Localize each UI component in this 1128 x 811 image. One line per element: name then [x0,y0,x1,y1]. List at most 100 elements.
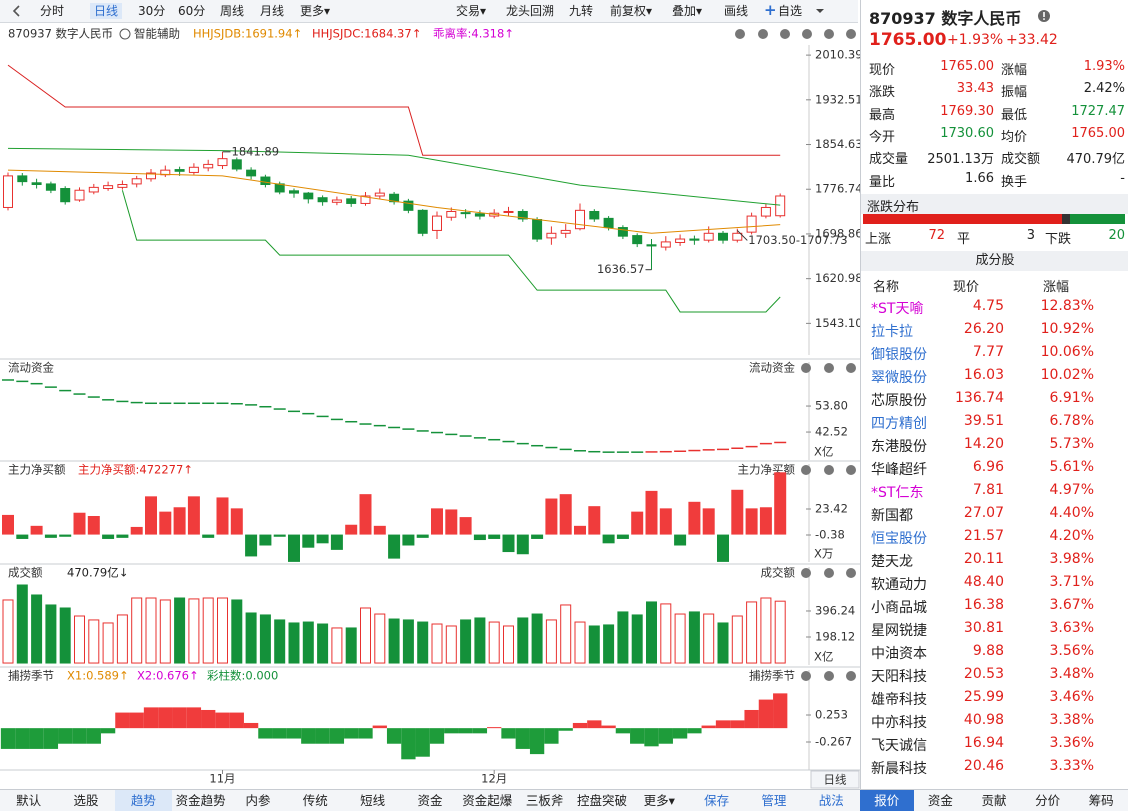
period-button[interactable]: 30分 [138,4,166,18]
bar [587,720,602,729]
stock-name[interactable]: 中油资本 [871,646,927,662]
panel-icon[interactable] [735,29,745,39]
stock-name: 870937 数字人民币 [869,9,1022,28]
stock-name[interactable]: *ST天喻 [871,301,924,317]
info-icon[interactable] [1037,9,1051,23]
bottom-tab[interactable]: 传统 [302,793,328,808]
bottom-tab[interactable]: 资金 [417,793,443,808]
panel-icon[interactable] [801,568,811,578]
panel-icon[interactable] [846,465,856,475]
bar [558,728,573,731]
candle-body [146,172,156,180]
bottom-tab[interactable]: 保存 [704,793,730,808]
panel-icon[interactable] [801,671,811,681]
panel-title: 流动资金 [8,361,54,375]
period-button[interactable]: 周线 [220,4,245,18]
period-button[interactable]: 更多▾ [300,4,331,18]
stock-name[interactable]: 新晨科技 [871,761,927,777]
panel-icon[interactable] [802,29,812,39]
period-button[interactable]: 60分 [178,4,206,18]
dropdown-icon[interactable] [812,3,828,19]
collapse-icon[interactable] [10,4,24,18]
bottom-tab[interactable]: 管理 [761,793,787,808]
section-header: 涨跌分布 [861,194,1128,215]
stock-change: 3.56% [1049,643,1094,659]
candle-body [546,232,557,239]
stock-name[interactable]: 飞天诚信 [871,738,927,754]
panel-icon[interactable] [758,29,768,39]
panel-icon[interactable] [824,465,834,475]
stock-name[interactable]: 东港股份 [871,439,927,455]
stock-name[interactable]: 雄帝科技 [871,692,927,708]
bar [502,534,515,553]
tool-button[interactable]: 九转 [569,4,594,18]
panel-icon[interactable] [824,568,834,578]
bottom-tab[interactable]: 趋势 [114,790,172,811]
bar [688,501,701,535]
candle-body [689,238,700,241]
panel-icon[interactable] [801,363,811,373]
period-button[interactable]: 日线 [90,3,123,19]
stock-name[interactable]: 中亦科技 [871,715,927,731]
bottom-tab[interactable]: 资金趋势 [175,793,226,808]
bar [286,728,302,739]
stock-name[interactable]: 小商品城 [871,600,927,616]
y-tick-label: 1854.63 [815,137,860,151]
stock-name[interactable]: *ST仁东 [871,485,924,501]
indicator: X2:0.676↑ [137,669,199,683]
candle-body [317,197,328,203]
side-tab[interactable]: 筹码 [1088,793,1114,808]
overlay-line [7,147,781,206]
period-button[interactable]: 月线 [260,4,285,18]
stock-name[interactable]: 恒宝股份 [871,531,927,547]
panel-icon[interactable] [824,29,834,39]
assist-icon [119,28,131,40]
period-button[interactable]: 分时 [40,4,65,18]
candle-body [589,210,600,220]
bottom-tab[interactable]: 三板斧 [525,793,564,808]
volume-bar [116,614,128,664]
tool-button[interactable]: 龙头回溯 [506,4,555,18]
stock-name[interactable]: 新国都 [871,508,913,524]
stock-name[interactable]: 星网锐捷 [871,623,927,639]
panel-icon[interactable] [824,363,834,373]
stock-change: 4.40% [1049,505,1094,521]
stock-name[interactable]: 四方精创 [871,416,927,432]
panel-icon[interactable] [780,29,790,39]
tool-button[interactable]: 前复权▾ [610,4,653,18]
stock-name[interactable]: 拉卡拉 [871,324,913,340]
stock-name[interactable]: 软通动力 [871,577,927,593]
bar [272,728,287,739]
bottom-tab[interactable]: 战法 [818,793,844,808]
panel-icon[interactable] [824,671,834,681]
panel-icon[interactable] [801,465,811,475]
side-tab[interactable]: 分价 [1035,793,1061,808]
stock-price: 14.20 [963,436,1004,452]
stock-name[interactable]: 楚天龙 [871,554,913,570]
tool-button[interactable]: 画线 [724,4,749,18]
bottom-tab[interactable]: 更多▾ [643,793,675,808]
panel-icon[interactable] [846,363,856,373]
side-tab[interactable]: 报价 [860,790,914,811]
stock-name[interactable]: 御银股份 [871,347,927,363]
bottom-tab[interactable]: 内参 [245,793,271,808]
side-tab[interactable]: 贡献 [981,793,1007,808]
stock-name[interactable]: 芯原股份 [871,393,927,409]
bottom-tab[interactable]: 控盘突破 [576,793,627,808]
panel-icon[interactable] [846,671,856,681]
stock-name[interactable]: 天阳科技 [871,669,927,685]
stock-name[interactable]: 华峰超纤 [871,462,927,478]
side-tab[interactable]: 资金 [927,793,953,808]
panel-icon[interactable] [846,568,856,578]
stock-name[interactable]: 翠微股份 [871,370,927,386]
bottom-tab[interactable]: 资金起爆 [462,793,513,808]
tool-button[interactable]: + 自选 [762,2,806,19]
tool-button[interactable]: 叠加▾ [672,4,703,18]
panel-icon[interactable] [846,29,856,39]
bar [215,712,230,729]
bottom-tab[interactable]: 选股 [73,793,99,808]
bottom-tab[interactable]: 默认 [16,793,42,808]
candle-body [45,183,56,191]
tool-button[interactable]: 交易▾ [456,4,487,18]
bottom-tab[interactable]: 短线 [360,793,386,808]
